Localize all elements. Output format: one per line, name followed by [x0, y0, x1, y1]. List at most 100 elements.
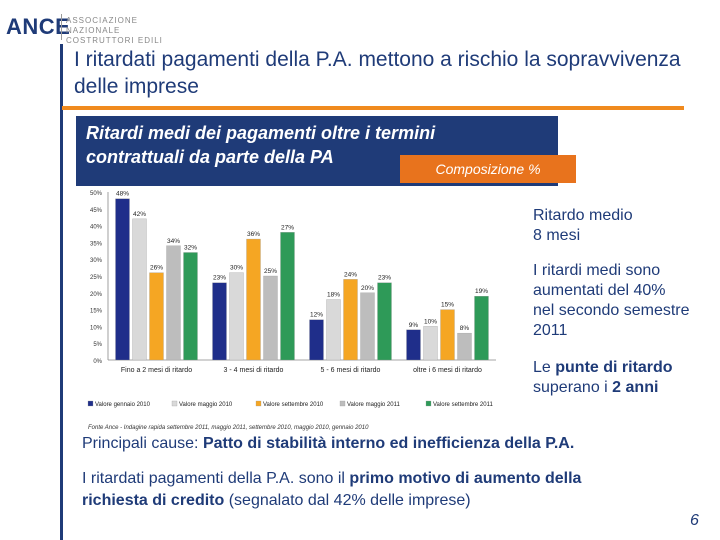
note-aumentati-line2: aumentati del 40% — [533, 282, 666, 299]
y-tick-label: 10% — [90, 325, 103, 331]
data-label: 10% — [424, 318, 437, 325]
bar — [149, 272, 164, 361]
legend-swatch — [339, 400, 346, 407]
data-label: 26% — [150, 265, 163, 272]
data-label: 23% — [213, 275, 226, 282]
note-aumentati-line1: I ritardi medi sono — [533, 262, 661, 279]
legend-label: Valore maggio 2010 — [179, 402, 233, 408]
title-underline — [62, 106, 684, 110]
bar — [246, 238, 261, 361]
legend-swatch — [255, 400, 262, 407]
legend-label: Valore settembre 2010 — [263, 402, 324, 408]
logo-subtitle-line2: COSTRUTTORI EDILI — [66, 36, 163, 45]
data-label: 32% — [184, 244, 197, 251]
category-label: 5 - 6 mesi di ritardo — [321, 367, 381, 374]
note-punte-d: 2 anni — [612, 379, 659, 396]
y-tick-label: 45% — [90, 208, 103, 214]
left-accent-bar — [60, 44, 63, 540]
bar — [440, 309, 455, 361]
legend-label: Valore settembre 2011 — [433, 402, 493, 408]
note-punte-b: punte di ritardo — [555, 359, 673, 376]
data-label: 20% — [361, 285, 374, 292]
bar — [166, 245, 181, 361]
note-ritardo-medio-line1: Ritardo medio — [533, 207, 633, 224]
logo-subtitle: ASSOCIAZIONE NAZIONALE COSTRUTTORI EDILI — [66, 16, 190, 46]
logo-divider — [61, 14, 62, 40]
y-tick-label: 30% — [90, 258, 103, 264]
credit-prefix: I ritardati pagamenti della P.A. sono il — [82, 470, 345, 487]
legend-swatch — [87, 400, 94, 407]
data-label: 18% — [327, 292, 340, 299]
logo-subtitle-line1: ASSOCIAZIONE NAZIONALE — [66, 16, 139, 35]
data-label: 48% — [116, 191, 129, 198]
data-label: 24% — [344, 271, 357, 278]
bar — [309, 319, 324, 361]
cause-bold: Patto di stabilità interno ed inefficien… — [202, 435, 575, 452]
note-aumentati: I ritardi medi sono aumentati del 40% ne… — [533, 261, 713, 341]
data-label: 19% — [475, 288, 488, 295]
data-label: 9% — [409, 322, 419, 329]
data-label: 12% — [310, 312, 323, 319]
cause-prefix: Principali cause: — [82, 435, 199, 452]
credit-bold1: primo motivo di aumento della — [349, 470, 582, 487]
y-tick-label: 25% — [90, 275, 103, 281]
data-label: 15% — [441, 302, 454, 309]
y-tick-label: 15% — [90, 309, 103, 315]
chart-header: Ritardi medi dei pagamenti oltre i termi… — [86, 121, 546, 169]
page-number: 6 — [690, 512, 699, 529]
y-tick-label: 50% — [90, 191, 103, 197]
legend-swatch — [171, 400, 178, 407]
bar — [343, 279, 358, 361]
bar — [457, 332, 472, 361]
bar — [212, 282, 227, 361]
bar — [360, 292, 375, 361]
bar — [280, 232, 295, 361]
bar — [132, 218, 147, 361]
bar — [183, 252, 198, 361]
data-label: 34% — [167, 238, 180, 245]
data-label: 42% — [133, 211, 146, 218]
category-label: Fino a 2 mesi di ritardo — [121, 367, 192, 374]
slide-title: I ritardati pagamenti della P.A. mettono… — [74, 48, 681, 98]
note-aumentati-line3: nel secondo semestre — [533, 302, 690, 319]
note-ritardo-medio: Ritardo medio 8 mesi — [533, 206, 713, 246]
bar — [377, 282, 392, 361]
bar — [115, 198, 130, 361]
bar-chart: 0% 5% 10% 15% 20% 25% 30% 35% 40% 45% 50% 48% 42% 26%… — [87, 191, 496, 431]
note-punte-c: superano i — [533, 379, 608, 396]
cause-line: Principali cause: Patto di stabilità int… — [82, 433, 702, 455]
data-label: 25% — [264, 268, 277, 275]
legend-swatch — [425, 400, 432, 407]
legend-label: Valore gennaio 2010 — [95, 402, 151, 408]
chart-header-line2: contrattuali da parte della PA — [86, 147, 334, 167]
bar — [474, 296, 489, 361]
credit-bold2: richiesta di credito — [82, 492, 225, 509]
legend-label: Valore maggio 2011 — [347, 402, 400, 408]
bar — [263, 275, 278, 361]
data-label: 23% — [378, 275, 391, 282]
y-tick-label: 0% — [93, 359, 102, 365]
y-tick-label: 20% — [90, 292, 103, 298]
credit-line: I ritardati pagamenti della P.A. sono il… — [82, 468, 702, 512]
logo-name: ANCE — [6, 14, 71, 39]
category-label: 3 - 4 mesi di ritardo — [224, 367, 284, 374]
note-punte-line1: Le punte di ritardo — [533, 358, 713, 378]
bar — [406, 329, 421, 361]
data-label: 36% — [247, 231, 260, 238]
note-punte: Le punte di ritardo superano i 2 anni — [533, 358, 713, 398]
bar — [229, 272, 244, 361]
note-punte-line2: superano i 2 anni — [533, 378, 713, 398]
note-aumentati-line4: 2011 — [533, 322, 568, 339]
category-label: oltre i 6 mesi di ritardo — [413, 367, 482, 374]
data-label: 8% — [460, 325, 470, 332]
y-tick-label: 35% — [90, 241, 103, 247]
ance-logo: ANCE ASSOCIAZIONE NAZIONALE COSTRUTTORI … — [0, 0, 190, 46]
composition-badge: Composizione % — [400, 155, 576, 183]
data-label: 27% — [281, 224, 294, 231]
note-ritardo-medio-line2: 8 mesi — [533, 227, 581, 244]
bar — [326, 299, 341, 361]
note-punte-a: Le — [533, 359, 551, 376]
bar — [423, 326, 438, 361]
credit-suffix: (segnalato dal 42% delle imprese) — [228, 492, 471, 509]
